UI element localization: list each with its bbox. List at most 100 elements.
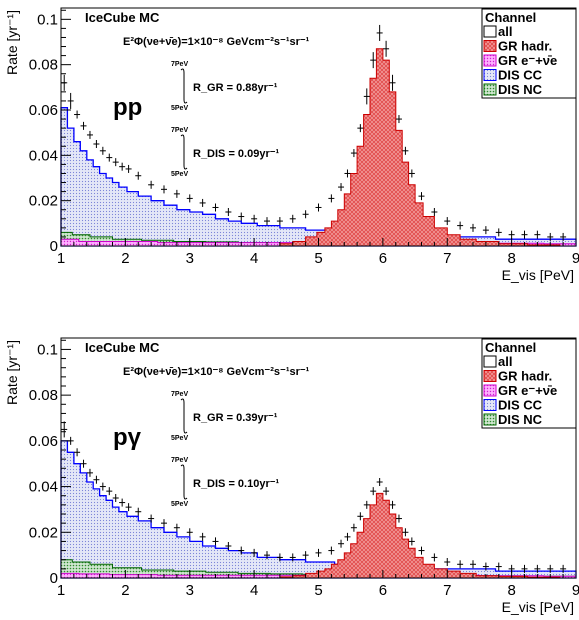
all-data-point — [199, 198, 206, 207]
x-tick-label: 3 — [186, 582, 194, 599]
all-data-point — [457, 560, 464, 569]
y-tick-label: 0.02 — [29, 524, 58, 541]
all-data-point — [173, 523, 180, 532]
all-data-point — [173, 189, 180, 198]
flux-label: E²Φ(νe+ν̄e)=1×10⁻⁸ GeVcm⁻²s⁻¹sr⁻¹ — [123, 36, 310, 48]
all-data-point — [431, 208, 438, 216]
all-data-point — [99, 482, 106, 491]
all-data-point — [521, 564, 528, 573]
legend-title: Channel — [485, 10, 536, 25]
all-data-point — [161, 519, 167, 528]
integral-sign — [180, 464, 188, 500]
all-data-point — [560, 564, 567, 573]
all-data-point — [395, 514, 402, 523]
all-data-point — [521, 230, 528, 239]
x-tick-label: 4 — [250, 582, 258, 599]
panel-label: pp — [113, 94, 142, 121]
all-data-point — [457, 221, 464, 230]
all-data-point — [560, 232, 567, 241]
all-data-point — [80, 121, 87, 130]
legend-title: Channel — [485, 340, 536, 355]
all-data-point — [86, 130, 93, 139]
flux-label: E²Φ(νe+ν̄e)=1×10⁻⁸ GeVcm⁻²s⁻¹sr⁻¹ — [123, 366, 310, 378]
rate-dis-label: R_DIS = 0.09yr⁻¹ — [193, 148, 280, 160]
all-data-point — [534, 230, 541, 239]
all-data-point — [547, 232, 554, 241]
all-data-point — [344, 169, 351, 178]
all-data-point — [225, 208, 232, 216]
integral-upper-limit: 7PeV — [171, 61, 188, 68]
legend-swatch-dis-nc — [483, 83, 497, 96]
all-data-point — [344, 532, 351, 541]
gr-hadr-histogram — [279, 48, 561, 247]
x-tick-label: 8 — [507, 250, 515, 267]
all-data-point — [431, 553, 438, 562]
all-data-point — [74, 110, 81, 119]
all-data-point — [186, 194, 193, 203]
legend-swatch-dis-nc — [483, 413, 497, 426]
all-data-point — [93, 140, 100, 148]
all-data-point — [444, 217, 451, 226]
all-data-point — [338, 539, 345, 548]
all-data-point — [106, 487, 113, 496]
all-data-point — [276, 553, 283, 562]
all-data-point — [408, 169, 415, 178]
all-data-point — [135, 507, 142, 516]
all-data-point — [395, 115, 402, 124]
integral-sign — [180, 134, 188, 170]
x-axis-label: E_vis [PeV] — [502, 599, 574, 615]
all-data-point — [408, 537, 415, 546]
all-data-point — [350, 523, 357, 532]
x-tick-label: 1 — [57, 582, 65, 599]
all-data-point — [370, 487, 377, 496]
all-data-point — [74, 448, 81, 457]
legend-swatch-dis-cc — [483, 69, 497, 81]
all-data-point — [276, 217, 283, 226]
all-data-point — [161, 185, 167, 194]
all-data-point — [363, 88, 370, 105]
chart-title: IceCube MC — [85, 340, 160, 355]
all-data-point — [251, 548, 258, 557]
integral-lower-limit: 5PeV — [171, 105, 188, 112]
x-tick-label: 4 — [250, 250, 258, 267]
all-data-point — [67, 92, 74, 109]
integral-sign — [180, 68, 188, 104]
legend-entry-label: all — [498, 354, 512, 369]
legend-box — [481, 338, 577, 429]
all-data-point — [418, 546, 425, 555]
x-tick-label: 2 — [121, 582, 129, 599]
x-tick-label: 6 — [379, 582, 387, 599]
all-data-point — [186, 528, 193, 537]
bottom-chart-panel: 1 2 3 4 5 6 7 8 9 0 0.02 0.04 0.06 0.08 0.1 E_vis [PeV]… — [4, 337, 579, 615]
all-data-point — [315, 203, 322, 212]
all-data-point — [125, 164, 132, 173]
legend-box — [481, 8, 577, 99]
all-data-point — [112, 494, 119, 502]
legend-entry-label: GR e⁻+ν̄e — [498, 383, 557, 398]
panel-label: pγ — [113, 424, 142, 451]
integral-lower-limit: 5PeV — [171, 171, 188, 178]
x-tick-label: 9 — [572, 582, 579, 599]
all-data-point — [534, 564, 541, 573]
legend-swatch-gr-hadr — [483, 370, 497, 382]
all-data-point — [302, 210, 309, 219]
y-tick-label: 0.08 — [29, 57, 58, 74]
integral-lower-limit: 5PeV — [171, 435, 188, 442]
all-data-point — [251, 214, 258, 223]
all-data-point — [93, 475, 100, 484]
y-tick-label: 0.1 — [37, 11, 58, 28]
y-tick-label: 0 — [50, 238, 58, 255]
x-tick-label: 8 — [507, 582, 515, 599]
rate-gr-label: R_GR = 0.39yr⁻¹ — [193, 412, 278, 424]
x-axis-label: E_vis [PeV] — [502, 267, 574, 283]
integral-upper-limit: 7PeV — [171, 391, 188, 398]
all-data-point — [86, 468, 93, 477]
all-data-point — [212, 203, 219, 212]
all-data-point — [482, 226, 489, 235]
all-data-point — [495, 562, 502, 571]
legend-entry-label: DIS CC — [498, 398, 543, 413]
y-tick-label: 0.06 — [29, 102, 58, 119]
legend-entry-label: DIS CC — [498, 68, 543, 83]
x-tick-label: 5 — [314, 582, 322, 599]
all-data-point — [350, 149, 357, 158]
